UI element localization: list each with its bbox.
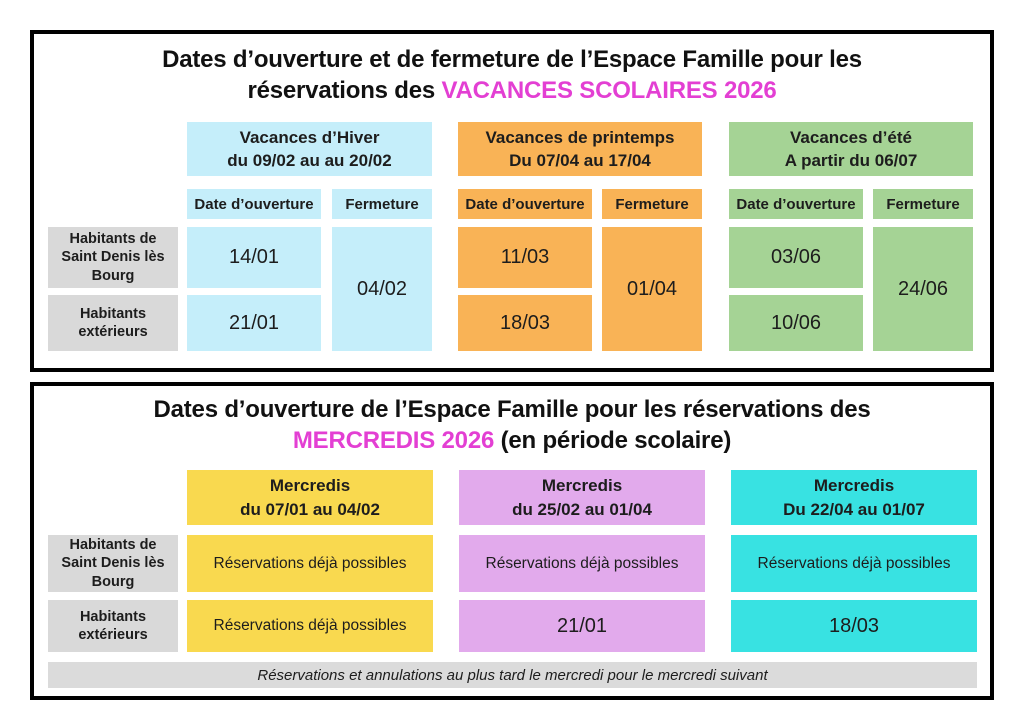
wednesdays-title-highlight: MERCREDIS 2026 [292, 427, 495, 455]
group-name: Mercredis [541, 476, 623, 496]
row-label-external: Habitants extérieurs [48, 600, 178, 653]
vacations-title-line2-prefix: réservations des [247, 77, 442, 105]
wednesday-group-header-1: Mercredis du 07/01 au 04/02 [187, 470, 433, 526]
open-date-cell: 21/01 [187, 295, 321, 352]
group-name: Mercredis [813, 476, 895, 496]
group-period: Du 22/04 au 01/07 [783, 499, 925, 519]
open-date-cell: 10/06 [729, 295, 863, 352]
open-date-header-ete: Date d’ouverture [729, 189, 863, 220]
group-name: Vacances d’été [790, 127, 912, 147]
wednesdays-title-line2: MERCREDIS 2026 (en période scolaire) [34, 425, 990, 456]
reservation-cell: Réservations déjà possibles [187, 600, 433, 653]
group-period: du 07/01 au 04/02 [240, 499, 380, 519]
wednesdays-table: Mercredis du 07/01 au 04/02 Mercredis du… [48, 470, 977, 689]
wednesday-group-header-2: Mercredis du 25/02 au 01/04 [459, 470, 705, 526]
vacations-panel: Dates d’ouverture et de fermeture de l’E… [30, 30, 994, 372]
group-name: Vacances d’Hiver [239, 127, 380, 147]
row-label-external: Habitants extérieurs [48, 295, 178, 352]
group-name: Mercredis [269, 476, 351, 496]
wednesdays-title-line2-suffix: (en période scolaire) [494, 427, 732, 455]
reservation-cell: Réservations déjà possibles [459, 535, 705, 593]
wednesdays-title-line1: Dates d’ouverture de l’Espace Famille po… [153, 396, 871, 423]
closing-date-cell: 04/02 [332, 227, 432, 352]
row-label-residents: Habitants de Saint Denis lès Bourg [48, 535, 178, 593]
wednesday-group-header-3: Mercredis Du 22/04 au 01/07 [731, 470, 977, 526]
reservation-cell: Réservations déjà possibles [187, 535, 433, 593]
group-period: du 09/02 au au 20/02 [227, 151, 392, 171]
vacations-title-line1: Dates d’ouverture et de fermeture de l’E… [162, 46, 862, 73]
open-date-cell: 14/01 [187, 227, 321, 289]
vacation-group-header-ete: Vacances d’été A partir du 06/07 [729, 122, 973, 177]
vacations-title-highlight: VACANCES SCOLAIRES 2026 [441, 77, 777, 105]
closing-date-cell: 24/06 [873, 227, 973, 352]
group-period: du 25/02 au 01/04 [512, 499, 652, 519]
group-period: A partir du 06/07 [784, 151, 918, 171]
footer-note: Réservations et annulations au plus tard… [48, 662, 977, 689]
open-date-cell: 18/03 [458, 295, 592, 352]
open-date-header-hiver: Date d’ouverture [187, 189, 321, 220]
closing-header-ete: Fermeture [873, 189, 973, 220]
open-date-cell: 18/03 [731, 600, 977, 653]
vacation-group-header-printemps: Vacances de printemps Du 07/04 au 17/04 [458, 122, 702, 177]
closing-header-printemps: Fermeture [602, 189, 702, 220]
vacations-table: Vacances d’Hiver du 09/02 au au 20/02 Va… [48, 122, 977, 352]
closing-header-hiver: Fermeture [332, 189, 432, 220]
vacations-title-line2: réservations des VACANCES SCOLAIRES 2026 [34, 75, 990, 106]
open-date-cell: 03/06 [729, 227, 863, 289]
wednesdays-panel: Dates d’ouverture de l’Espace Famille po… [30, 382, 994, 700]
open-date-cell: 21/01 [459, 600, 705, 653]
group-name: Vacances de printemps [485, 127, 675, 147]
open-date-header-printemps: Date d’ouverture [458, 189, 592, 220]
group-period: Du 07/04 au 17/04 [509, 151, 651, 171]
closing-date-cell: 01/04 [602, 227, 702, 352]
row-label-residents: Habitants de Saint Denis lès Bourg [48, 227, 178, 289]
wednesdays-title: Dates d’ouverture de l’Espace Famille po… [34, 386, 990, 456]
vacation-group-header-hiver: Vacances d’Hiver du 09/02 au au 20/02 [187, 122, 432, 177]
reservation-cell: Réservations déjà possibles [731, 535, 977, 593]
open-date-cell: 11/03 [458, 227, 592, 289]
vacations-title: Dates d’ouverture et de fermeture de l’E… [34, 34, 990, 106]
